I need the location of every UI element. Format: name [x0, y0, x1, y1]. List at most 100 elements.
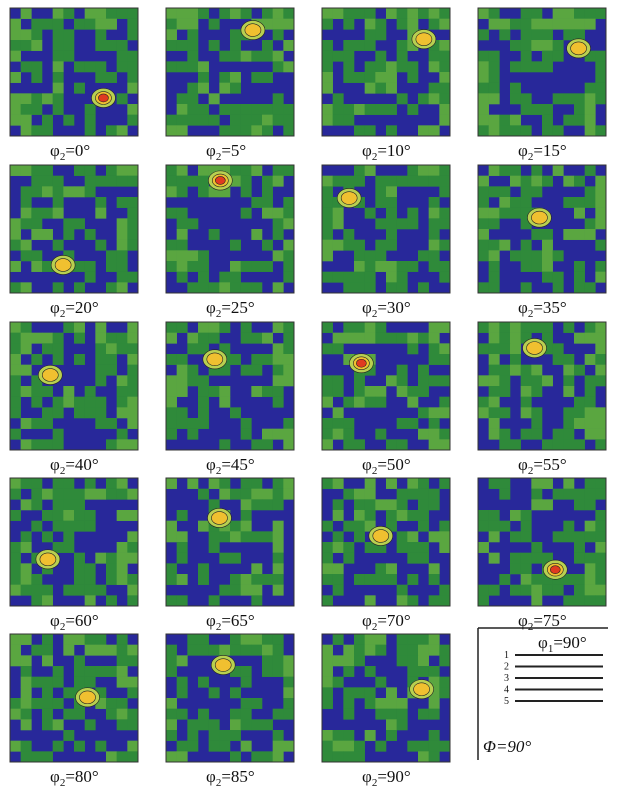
section-cell [407, 165, 419, 176]
section-cell [95, 687, 107, 699]
section-cell [354, 439, 365, 451]
label-subscript: 2 [60, 777, 66, 789]
section-cell [116, 552, 128, 564]
section-cell [478, 218, 489, 230]
section-cell [364, 520, 376, 532]
legend-bottom: Φ=90° [483, 737, 531, 756]
section-cell [63, 50, 75, 62]
label-subscript: 2 [216, 308, 222, 320]
section-cell [187, 40, 199, 51]
section-cell [322, 114, 333, 126]
section-cell [106, 175, 117, 187]
section-cell [166, 239, 177, 251]
section-cell [52, 72, 64, 83]
section-cell [116, 125, 128, 137]
section-cell [542, 50, 553, 62]
section-cell [127, 197, 139, 208]
section-cell [386, 82, 397, 94]
section-cell [262, 125, 273, 137]
intensity-peak [211, 511, 228, 525]
section-cell [478, 197, 489, 208]
section-cell [499, 125, 511, 137]
section-cell [20, 751, 32, 763]
section-cell [219, 271, 231, 283]
section-cell [219, 740, 231, 752]
section-cell [20, 708, 32, 720]
section-cell [439, 18, 451, 30]
section-cell [272, 8, 284, 19]
section-cell [478, 322, 489, 333]
section-cell [31, 261, 43, 272]
section-cell [428, 354, 440, 365]
section-cell [74, 634, 85, 645]
label-subscript: 2 [60, 151, 66, 163]
section-cell [322, 595, 333, 607]
section-cell [428, 165, 440, 176]
section-cell [166, 478, 177, 489]
section-cell [230, 407, 241, 419]
section-frame [165, 633, 295, 763]
section-cell [386, 574, 397, 585]
section-cell [322, 104, 333, 115]
section-cell [595, 50, 607, 62]
section-cell [428, 439, 440, 451]
section-cell [52, 61, 64, 73]
section-cell [332, 271, 344, 283]
section-cell [520, 104, 532, 115]
section-cell [386, 499, 397, 511]
section-cell [364, 687, 376, 699]
section-cell [31, 520, 43, 532]
section-cell [354, 634, 365, 645]
odf-section [477, 164, 607, 294]
section-cell [116, 478, 128, 489]
section-cell [198, 104, 209, 115]
section-cell [74, 520, 85, 532]
section-cell [396, 8, 408, 19]
section-cell [187, 29, 199, 41]
section-cell [574, 418, 585, 429]
section-cell [428, 407, 440, 419]
section-cell [595, 93, 607, 105]
section-cell [542, 552, 553, 564]
section-cell [127, 322, 139, 333]
section-cell [552, 584, 564, 596]
section-cell [332, 542, 344, 553]
section-cell [272, 61, 284, 73]
section-cell [63, 40, 75, 51]
section-cell [20, 439, 32, 451]
section-cell [240, 520, 252, 532]
section-cell [63, 687, 75, 699]
section-cell [42, 165, 53, 176]
section-cell [584, 552, 596, 564]
section-cell [230, 634, 241, 645]
section-cell [542, 229, 553, 240]
section-cell [396, 510, 408, 521]
section-cell [31, 396, 43, 408]
section-cell [552, 40, 564, 51]
section-cell [375, 386, 387, 397]
label-subscript: 2 [60, 621, 66, 633]
section-cell [439, 50, 451, 62]
section-cell [127, 655, 139, 667]
section-cell [20, 197, 32, 208]
section-cell [520, 520, 532, 532]
section-cell [208, 740, 220, 752]
section-cell [106, 125, 117, 137]
section-cell [95, 72, 107, 83]
section-cell [127, 354, 139, 365]
section-cell [230, 175, 241, 187]
section-cell [272, 655, 284, 667]
section-cell [499, 439, 511, 451]
section-cell [332, 634, 344, 645]
section-cell [418, 332, 429, 344]
section-cell [230, 8, 241, 19]
odf-section [9, 477, 139, 607]
section-cell [584, 218, 596, 230]
section-frame [477, 164, 607, 294]
section-cell [478, 50, 489, 62]
section-cell [20, 364, 32, 376]
section-cell [364, 510, 376, 521]
section-cell [322, 563, 333, 575]
section-cell [95, 239, 107, 251]
odf-section [165, 164, 295, 294]
